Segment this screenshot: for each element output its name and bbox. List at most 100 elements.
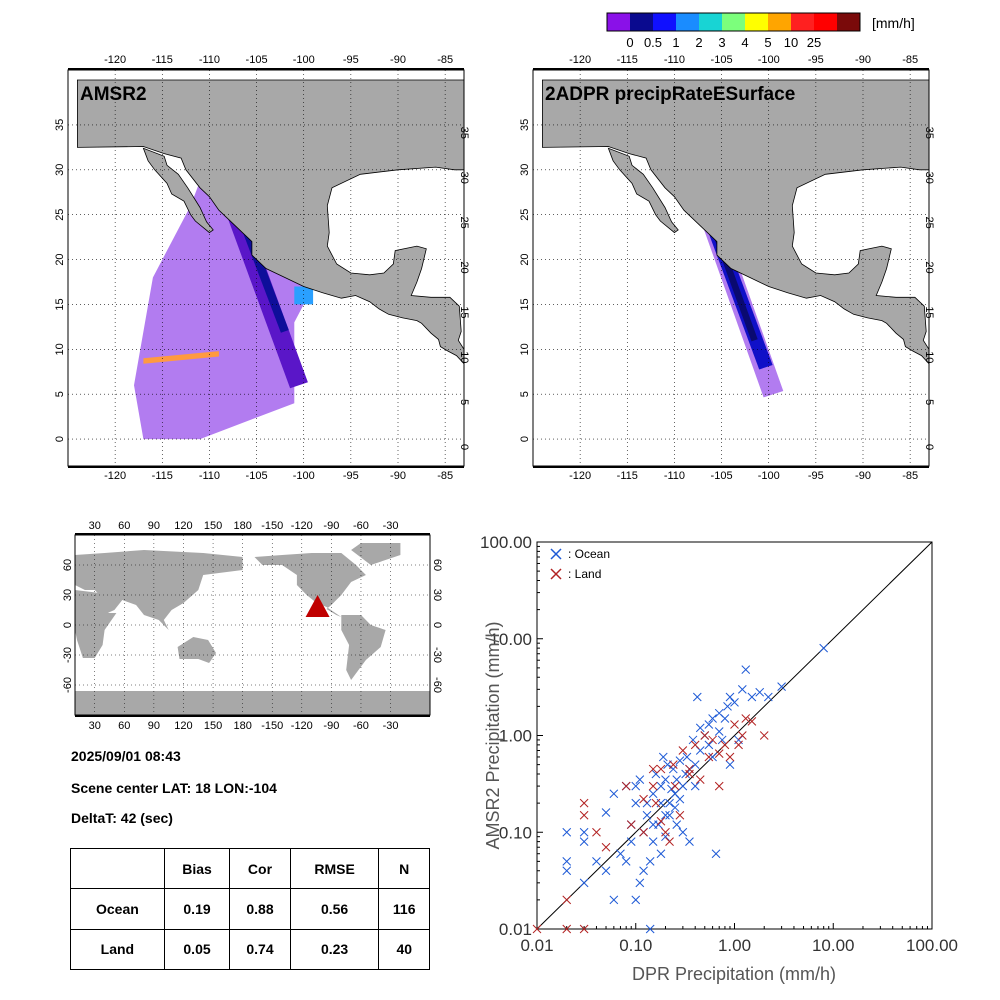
ocean-point: [642, 810, 652, 820]
point-stroke: [717, 735, 727, 745]
ocean-point: [621, 857, 631, 866]
point-stroke: [592, 857, 601, 866]
land-point: [737, 731, 747, 740]
point-stroke: [700, 731, 710, 740]
lon-tick-bottom: -85: [902, 470, 918, 480]
land-point: [720, 740, 730, 750]
ocean-point: [562, 866, 572, 876]
scene-center: Scene center LAT: 18 LON:-104: [71, 780, 277, 796]
point-stroke: [665, 837, 674, 846]
point-stroke: [648, 781, 658, 791]
ocean-point: [725, 692, 735, 702]
y-tick-label: 10.00: [489, 630, 532, 649]
point-stroke: [747, 717, 757, 726]
legend-label: : Ocean: [568, 547, 610, 561]
world-lon-tick-bottom: -150: [261, 720, 283, 732]
lon-tick-top: -100: [293, 54, 315, 66]
lon-tick-top: -90: [855, 54, 871, 66]
legend-label: : Land: [568, 567, 601, 581]
ocean-point: [609, 895, 619, 905]
point-stroke: [708, 752, 717, 762]
point-stroke: [639, 794, 648, 804]
point-stroke: [639, 866, 648, 876]
stats-table: Bias Cor RMSE N Ocean 0.19 0.88 0.56 116…: [70, 847, 430, 971]
land-point: [714, 781, 724, 791]
dpr-map: -120 -120 -115 -115 -110 -110 -105 -105 -100 -100…: [515, 50, 935, 480]
row-label: Land: [70, 928, 165, 971]
point-stroke: [658, 752, 668, 762]
point-stroke: [616, 849, 625, 859]
point-stroke: [635, 775, 645, 784]
map-margin: [515, 466, 935, 480]
lon-tick-top: -110: [664, 54, 685, 66]
point-stroke: [695, 746, 705, 755]
land-point: [759, 731, 769, 740]
point-stroke: [670, 789, 680, 799]
world-map: 30 30 60 60 90 90 120 120 150 150 180 180 -150 -150 -1…: [62, 520, 443, 732]
lat-tick-left: 0: [54, 436, 66, 442]
world-lon-tick-top: -30: [383, 520, 399, 532]
point-stroke: [661, 827, 670, 837]
precip-band: [143, 351, 219, 364]
point-stroke: [741, 665, 751, 674]
x-tick-label: 1.00: [718, 936, 751, 955]
world-lon-tick-top: 180: [233, 520, 251, 532]
ocean-point: [681, 769, 690, 779]
colorbar-frame: [606, 12, 861, 32]
ocean-point: [725, 760, 735, 769]
lat-tick-left: 30: [54, 164, 66, 176]
ocean-point: [661, 832, 670, 842]
lat-tick-left: 15: [519, 298, 531, 310]
world-lat-tick-right: -30: [431, 647, 443, 663]
lon-tick-bottom: -110: [199, 470, 220, 480]
point-stroke: [759, 731, 769, 740]
map-border-bar: [533, 68, 929, 70]
ocean-point: [741, 665, 751, 674]
ocean-point: [682, 752, 692, 762]
ocean-point: [723, 702, 732, 711]
lat-tick-left: 25: [519, 209, 531, 221]
map-margin: [515, 50, 935, 70]
lat-tick-left: 25: [54, 209, 66, 221]
land-point: [648, 781, 658, 791]
land-point: [668, 760, 678, 769]
point-stroke: [678, 746, 688, 755]
stats-header-cor: Cor: [229, 847, 291, 890]
point-stroke: [704, 720, 714, 729]
ocean-point: [763, 692, 773, 702]
delta-t: DeltaT: 42 (sec): [71, 810, 173, 826]
map-title: 2ADPR precipRateESurface: [545, 84, 795, 105]
point-stroke: [675, 810, 685, 820]
world-lat-tick-left: -60: [62, 677, 74, 693]
scene-center-marker: [305, 595, 330, 617]
land-point: [708, 735, 717, 745]
world-lat-tick-left: 0: [62, 622, 74, 628]
ocean-point: [579, 837, 589, 846]
ocean-point: [717, 735, 727, 745]
land-point: [621, 781, 631, 791]
land-point: [747, 717, 757, 726]
point-stroke: [708, 714, 717, 723]
world-continent: [75, 550, 243, 630]
point-stroke: [737, 731, 747, 740]
world-lon-tick-bottom: -120: [291, 720, 313, 732]
land-point: [685, 764, 694, 774]
ocean-point: [661, 775, 670, 784]
land-point: [675, 810, 685, 820]
world-lon-tick-top: -150: [261, 520, 283, 532]
lon-tick-top: -95: [808, 54, 824, 66]
land-point: [579, 924, 589, 934]
world-lon-tick-top: 150: [204, 520, 222, 532]
y-tick-label: 0.01: [499, 920, 532, 939]
point-stroke: [562, 857, 572, 866]
point-stroke: [639, 827, 648, 837]
point-stroke: [592, 827, 601, 837]
ocean-point: [639, 866, 648, 876]
land-point: [690, 740, 700, 750]
lat-tick-left: 5: [519, 391, 531, 397]
lon-tick-top: -85: [902, 54, 918, 66]
world-lon-tick-top: -60: [353, 520, 369, 532]
ocean-point: [645, 857, 655, 866]
point-stroke: [730, 698, 739, 707]
land-point: [639, 827, 648, 837]
